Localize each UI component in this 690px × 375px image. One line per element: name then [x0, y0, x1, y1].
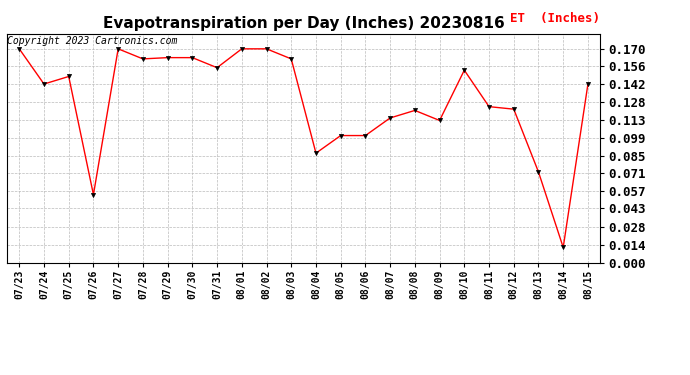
Text: ET  (Inches): ET (Inches) [511, 12, 600, 25]
Title: Evapotranspiration per Day (Inches) 20230816: Evapotranspiration per Day (Inches) 2023… [103, 16, 504, 31]
Text: Copyright 2023 Cartronics.com: Copyright 2023 Cartronics.com [7, 36, 177, 46]
